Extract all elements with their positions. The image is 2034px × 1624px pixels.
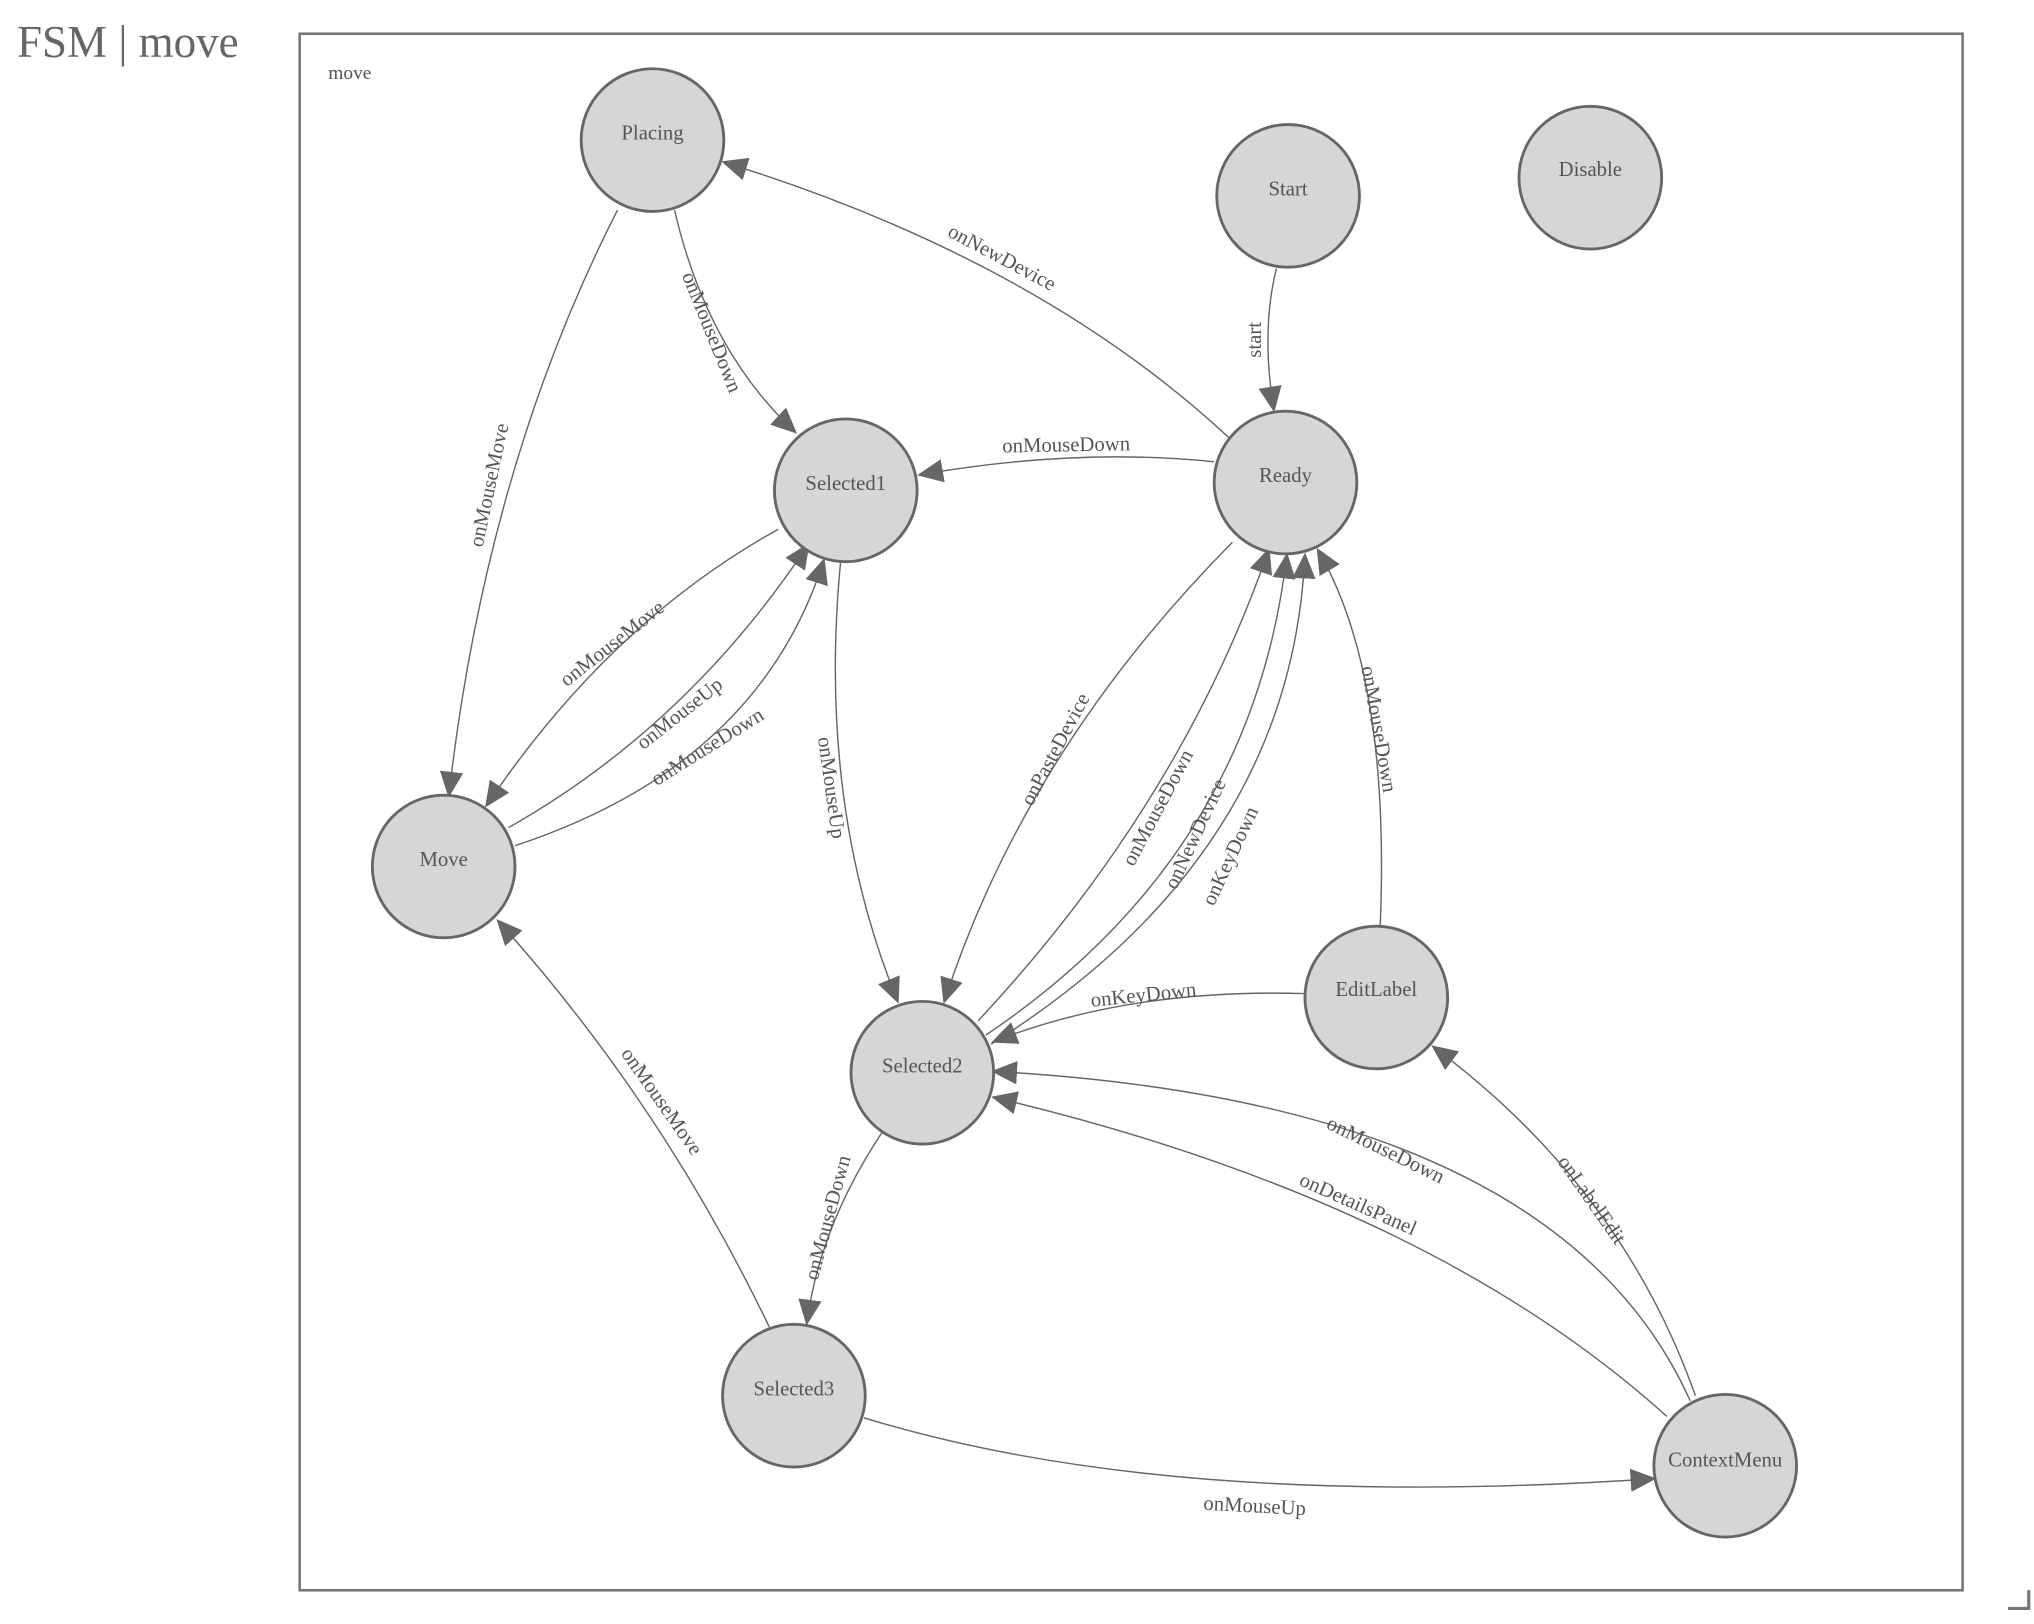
group-frame: [298, 32, 1964, 1592]
edge-ready-placing[interactable]: onNewDevice: [721, 157, 1231, 439]
edge-contextmenu-selected2[interactable]: onMouseDown: [991, 1061, 1691, 1402]
node-contextmenu[interactable]: ContextMenu: [1652, 1392, 1798, 1539]
edge-label: start: [1244, 322, 1266, 358]
edge-label: onMouseMove: [466, 421, 514, 548]
edge-label: onLabelEdit: [1553, 1152, 1630, 1249]
edge-contextmenu-editlabel[interactable]: onLabelEdit: [1431, 1045, 1697, 1396]
node-label: Disable: [1559, 159, 1622, 181]
node-start[interactable]: Start: [1215, 123, 1361, 269]
edge-selected3-contextmenu[interactable]: onMouseUp: [863, 1417, 1657, 1520]
node-placing[interactable]: Placing: [579, 67, 726, 213]
edge-label: onMouseUp: [813, 735, 849, 840]
edge-contextmenu-selected2-2[interactable]: onDetailsPanel: [991, 1091, 1668, 1417]
node-selected2[interactable]: Selected2: [849, 999, 996, 1146]
edge-label: onMouseDown: [1323, 1112, 1448, 1188]
group-label: move: [328, 63, 371, 84]
edge-label: onMouseDown: [677, 269, 746, 396]
edge-label: onMouseMove: [556, 596, 669, 691]
edge-label: onMouseUp: [1203, 1493, 1307, 1520]
edge-label: onKeyDown: [1090, 979, 1198, 1012]
edge-editlabel-selected2[interactable]: onKeyDown: [991, 979, 1304, 1044]
node-selected1[interactable]: Selected1: [773, 417, 919, 564]
edge-placing-selected1[interactable]: onMouseDown: [673, 209, 798, 434]
edge-label: onPasteDevice: [1017, 690, 1094, 809]
node-label: Start: [1268, 178, 1307, 200]
node-selected3[interactable]: Selected3: [721, 1322, 867, 1469]
edge-selected2-selected3[interactable]: onMouseDown: [798, 1131, 883, 1326]
edge-selected1-move[interactable]: onMouseMove: [485, 528, 779, 808]
node-label: Ready: [1259, 465, 1313, 487]
node-label: ContextMenu: [1668, 1450, 1783, 1472]
node-ready[interactable]: Ready: [1212, 409, 1359, 556]
edge-label: onMouseMove: [616, 1044, 706, 1160]
edge-editlabel-ready[interactable]: onMouseDown: [1316, 547, 1400, 927]
edge-ready-selected1[interactable]: onMouseDown: [917, 433, 1215, 483]
edge-placing-move[interactable]: onMouseMove: [439, 209, 619, 798]
node-label: Placing: [621, 123, 683, 145]
edge-label: onNewDevice: [944, 220, 1059, 295]
node-label: Selected1: [805, 473, 886, 495]
node-disable[interactable]: Disable: [1517, 104, 1664, 251]
edge-selected3-move[interactable]: onMouseMove: [496, 919, 770, 1328]
edge-label: onMouseDown: [1356, 664, 1400, 794]
edge-start-ready[interactable]: start: [1244, 268, 1282, 413]
node-editlabel[interactable]: EditLabel: [1303, 924, 1450, 1071]
node-label: Selected3: [754, 1378, 835, 1400]
edge-selected1-selected2[interactable]: onMouseUp: [813, 561, 900, 1004]
edge-label: onMouseDown: [1002, 433, 1131, 457]
node-move[interactable]: Move: [370, 793, 517, 940]
resize-handle[interactable]: [2008, 1590, 2031, 1611]
node-label: Move: [419, 849, 467, 871]
node-label: Selected2: [882, 1055, 963, 1077]
node-label: EditLabel: [1335, 979, 1417, 1001]
page-title: FSM | move: [17, 17, 239, 67]
edge-label: onMouseDown: [801, 1153, 856, 1283]
edge-label: onDetailsPanel: [1296, 1169, 1420, 1240]
